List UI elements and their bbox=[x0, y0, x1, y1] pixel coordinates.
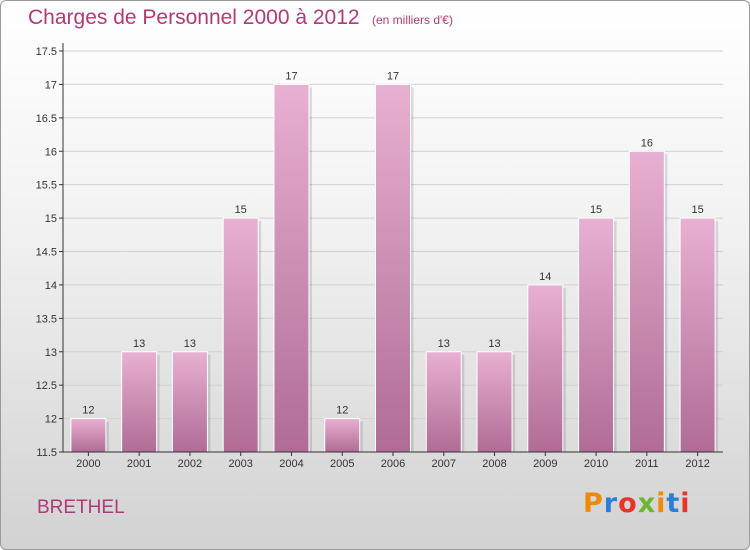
bar-2008 bbox=[476, 351, 513, 453]
y-tick-label: 12 bbox=[45, 414, 57, 426]
x-tick-label: 2003 bbox=[228, 458, 252, 470]
y-tick-label: 13 bbox=[45, 347, 57, 359]
x-tick-label: 2000 bbox=[76, 458, 100, 470]
y-tick-label: 14.5 bbox=[36, 247, 57, 259]
x-tick-label: 2006 bbox=[381, 458, 405, 470]
value-label: 13 bbox=[438, 338, 450, 350]
value-label: 14 bbox=[539, 271, 551, 283]
x-tick-label: 2004 bbox=[279, 458, 303, 470]
y-tick-label: 16 bbox=[45, 146, 57, 158]
x-tick-label: 2005 bbox=[330, 458, 354, 470]
bar-2010 bbox=[578, 217, 615, 453]
x-tick-label: 2009 bbox=[533, 458, 557, 470]
value-label: 13 bbox=[184, 338, 196, 350]
value-label: 17 bbox=[387, 70, 399, 82]
value-label: 12 bbox=[336, 405, 348, 417]
bar-2007 bbox=[425, 351, 462, 453]
bar-2009 bbox=[527, 284, 564, 453]
x-tick-label: 2007 bbox=[432, 458, 456, 470]
bar-2001 bbox=[121, 351, 158, 453]
y-tick-label: 11.5 bbox=[36, 447, 57, 459]
value-label: 12 bbox=[82, 405, 94, 417]
value-label: 15 bbox=[691, 204, 703, 216]
y-tick-label: 17 bbox=[45, 79, 57, 91]
logo-letter: o bbox=[618, 488, 638, 519]
proxiti-logo[interactable]: Proxiti bbox=[583, 488, 691, 519]
value-label: 15 bbox=[235, 204, 247, 216]
value-label: 13 bbox=[488, 338, 500, 350]
chart-subtitle: (en milliers d'€) bbox=[372, 13, 453, 27]
x-tick-label: 2001 bbox=[127, 458, 151, 470]
logo-letter: x bbox=[637, 488, 657, 519]
bar-2004 bbox=[273, 83, 310, 453]
bar-2003 bbox=[222, 217, 259, 453]
x-tick-label: 2011 bbox=[635, 458, 659, 470]
chart-title: Charges de Personnel 2000 à 2012 bbox=[28, 6, 360, 29]
bar-2012 bbox=[679, 217, 716, 453]
x-tick-label: 2002 bbox=[178, 458, 202, 470]
logo-letter: i bbox=[680, 488, 691, 519]
logo-letter: P bbox=[583, 488, 604, 519]
logo-letter: r bbox=[603, 488, 619, 519]
bar-2006 bbox=[375, 83, 411, 453]
y-tick-label: 12.5 bbox=[36, 380, 57, 392]
x-tick-label: 2008 bbox=[482, 458, 506, 470]
value-label: 16 bbox=[641, 137, 653, 149]
commune-name: BRETHEL bbox=[37, 497, 125, 518]
y-tick-label: 15 bbox=[45, 213, 57, 225]
bar-2011 bbox=[628, 150, 665, 453]
x-tick-label: 2012 bbox=[685, 458, 709, 470]
x-tick-label: 2010 bbox=[584, 458, 608, 470]
y-tick-label: 17.5 bbox=[36, 46, 57, 58]
value-label: 13 bbox=[133, 338, 145, 350]
bars bbox=[70, 83, 719, 453]
y-tick-label: 16.5 bbox=[36, 113, 57, 125]
value-labels: 12 13 13 15 17 12 17 13 13 14 15 16 15 bbox=[82, 70, 703, 416]
value-label: 15 bbox=[590, 204, 602, 216]
y-tick-label: 14 bbox=[45, 280, 57, 292]
y-tick-label: 15.5 bbox=[36, 180, 57, 192]
logo-letter: t bbox=[666, 488, 681, 519]
y-tick-label: 13.5 bbox=[36, 313, 57, 325]
bar-2005 bbox=[324, 418, 361, 453]
logo-letter: i bbox=[656, 488, 667, 519]
bar-2002 bbox=[171, 351, 208, 453]
bar-2000 bbox=[70, 418, 107, 453]
y-tick-labels: 11.5 12 12.5 13 13.5 14 14.5 15 15.5 16 16.5 17 17.5 bbox=[36, 46, 57, 459]
x-tick-labels: 2000 2001 2002 2003 2004 2005 2006 2007 2008 2009… bbox=[76, 452, 710, 470]
value-label: 17 bbox=[285, 70, 297, 82]
